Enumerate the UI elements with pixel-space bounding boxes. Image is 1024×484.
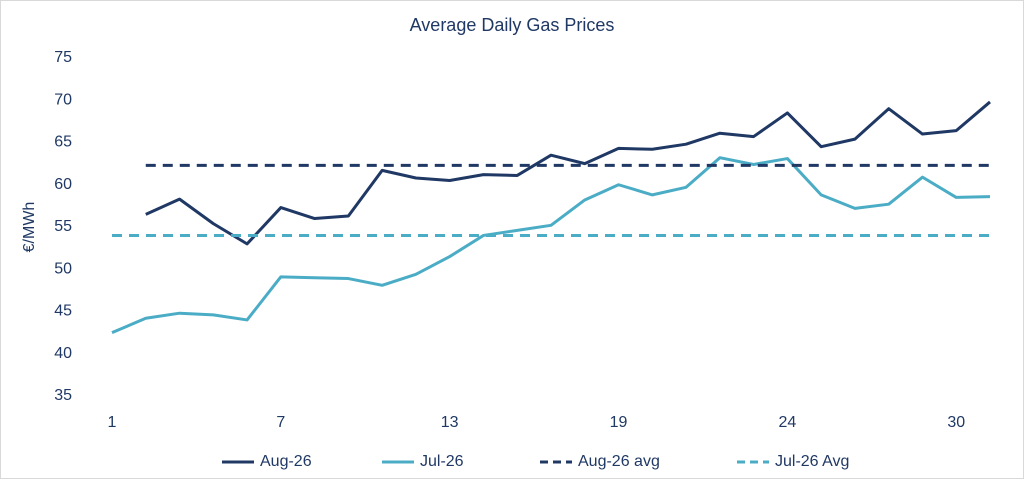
y-tick-label: 45	[54, 303, 72, 320]
x-tick-label: 30	[947, 414, 965, 431]
y-tick-label: 60	[54, 176, 72, 193]
y-tick-label: 75	[54, 49, 72, 66]
x-tick-label: 1	[108, 414, 117, 431]
legend-label: Aug-26	[260, 453, 312, 470]
y-tick-label: 40	[54, 345, 72, 362]
y-tick-label: 70	[54, 91, 72, 108]
y-tick-label: 65	[54, 134, 72, 151]
legend-label: Jul-26 Avg	[775, 453, 849, 470]
x-tick-label: 13	[441, 414, 459, 431]
series-line	[111, 156, 991, 335]
x-tick-label: 24	[778, 414, 796, 431]
x-tick-label: 19	[610, 414, 628, 431]
chart-title: Average Daily Gas Prices	[410, 15, 615, 35]
y-tick-label: 55	[54, 218, 72, 235]
x-tick-label: 7	[276, 414, 285, 431]
y-tick-label: 50	[54, 260, 72, 277]
legend-label: Jul-26	[420, 453, 464, 470]
legend-label: Aug-26 avg	[578, 453, 660, 470]
y-tick-label: 35	[54, 387, 72, 404]
series-line	[145, 100, 991, 246]
y-axis-label: €/MWh	[21, 202, 38, 253]
